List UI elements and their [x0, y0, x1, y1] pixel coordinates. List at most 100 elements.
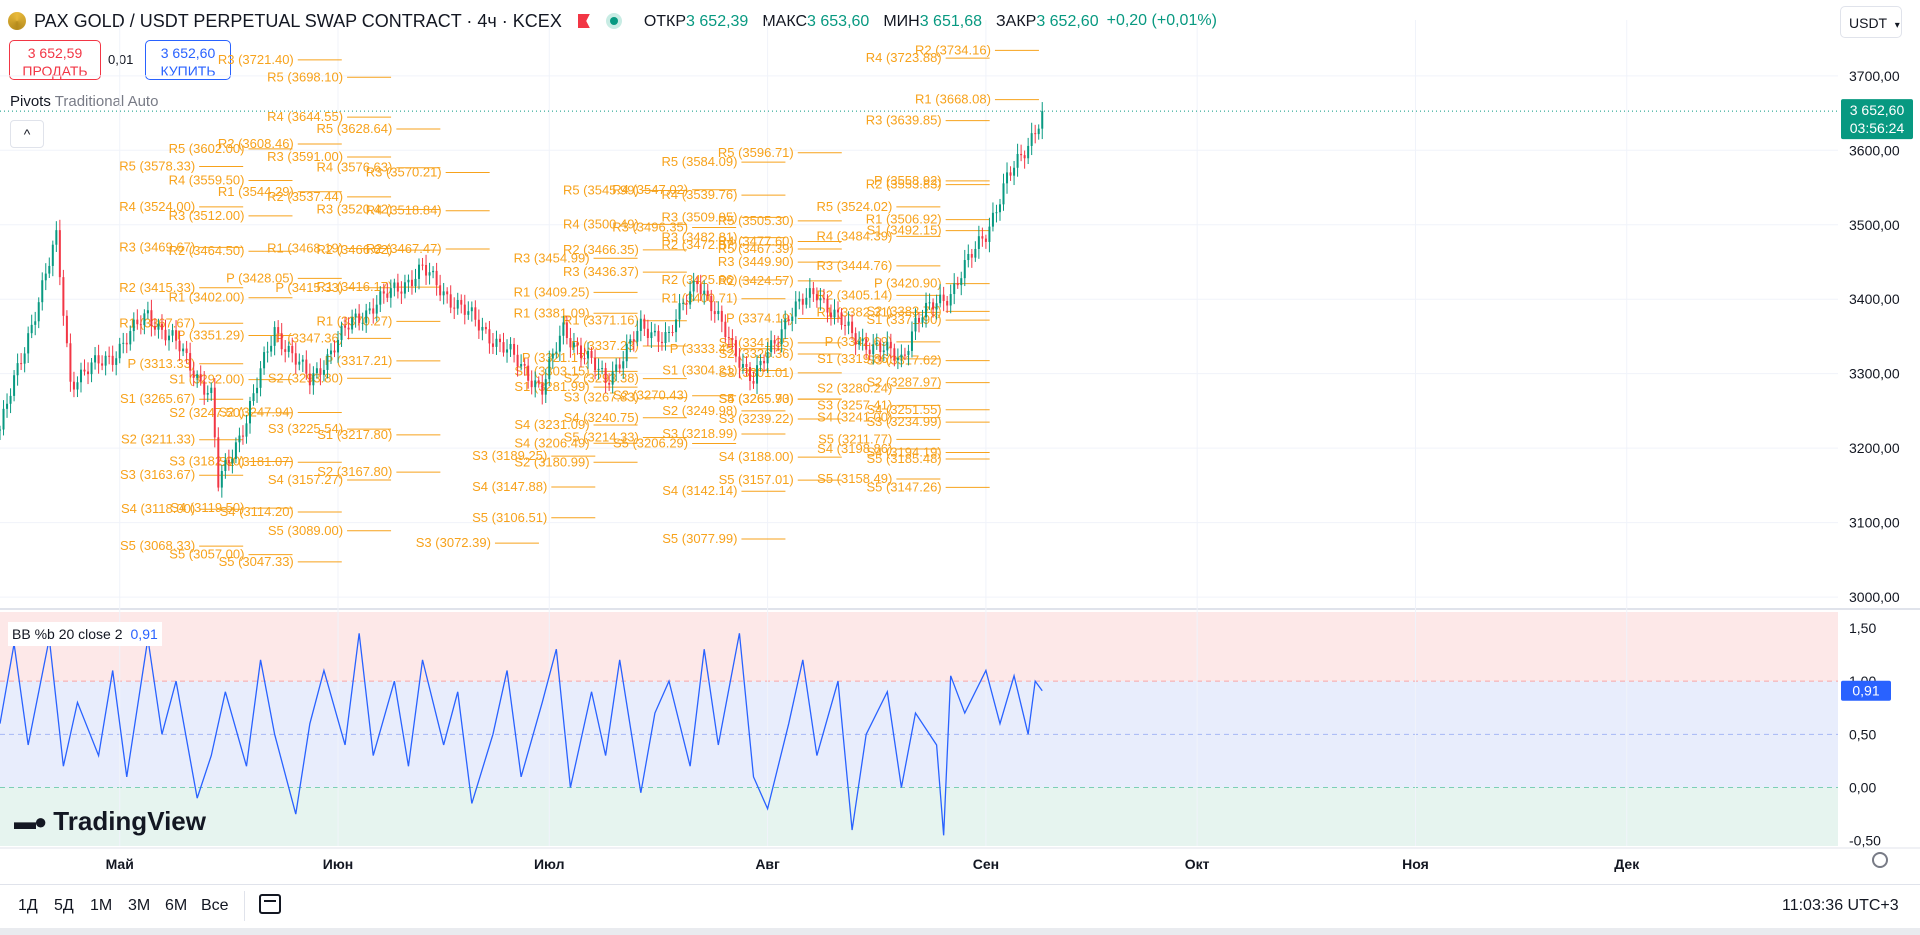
range-1m-button[interactable]: 1М — [90, 897, 113, 914]
candle-body — [541, 383, 544, 395]
pivot-label: S3 (3267.83) — [564, 390, 639, 405]
candle-body — [83, 369, 86, 372]
candle-body — [421, 264, 424, 266]
candle-body — [65, 315, 68, 344]
range-all-button[interactable]: Все — [201, 897, 229, 914]
candle-body — [470, 307, 473, 312]
price-change: +0,20 (+0,01%) — [1106, 12, 1217, 29]
x-tick-label: Окт — [1185, 856, 1210, 872]
pivot-label: P (3313.33) — [127, 356, 195, 371]
candle-body — [565, 322, 568, 339]
candle-body — [340, 325, 343, 340]
candle-body — [326, 354, 329, 370]
flag-icon[interactable] — [577, 14, 590, 28]
candle-body — [41, 280, 44, 303]
candle-body — [611, 371, 614, 385]
candle-body — [770, 340, 773, 353]
candle-body — [491, 343, 494, 347]
candle-body — [467, 311, 470, 315]
range-1d-button[interactable]: 1Д — [18, 897, 38, 914]
candle-body — [418, 264, 421, 279]
bb-indicator-label[interactable]: BB %b 20 close 2 0,91 — [8, 622, 162, 646]
candle-body — [822, 298, 825, 300]
candle-body — [164, 329, 167, 341]
candle-body — [555, 351, 558, 354]
pivot-label: S4 (3147.88) — [472, 479, 547, 494]
candle-body — [734, 340, 737, 357]
pivot-label: R1 (3400.71) — [662, 291, 738, 306]
candle-body — [428, 272, 431, 276]
pivot-label: R3 (3512.00) — [169, 208, 245, 223]
chevron-down-icon: ▾ — [1894, 20, 1900, 31]
candle-body — [918, 317, 920, 323]
candle-body — [865, 338, 868, 350]
candle-body — [502, 342, 505, 353]
bb-upper-band — [0, 612, 1838, 682]
candle-body — [1002, 183, 1005, 205]
candle-body — [34, 321, 37, 325]
pivots-indicator-label[interactable]: Pivots Traditional Auto — [10, 93, 158, 110]
candle-body — [495, 338, 498, 347]
candle-body — [375, 304, 378, 314]
pivot-label: R3 (3496.35) — [612, 219, 688, 234]
pivot-label: P (3321.17) — [522, 350, 590, 365]
candle-body — [562, 322, 565, 336]
gear-icon[interactable] — [1872, 852, 1888, 868]
pivot-label: S4 (3198.86) — [817, 441, 892, 456]
brand-text: TradingView — [53, 806, 206, 836]
candle-body — [977, 236, 980, 249]
candle-body — [143, 313, 146, 326]
candle-body — [1034, 133, 1037, 135]
candle-body — [998, 204, 1001, 213]
candle-body — [344, 325, 347, 328]
horizontal-scrollbar[interactable] — [0, 928, 1920, 935]
axes[interactable]: 3700,00 3600,00 3500,00 3400,00 3300,00 3200,… — [106, 68, 1900, 872]
bb-lower-band — [0, 787, 1838, 846]
calendar-icon[interactable] — [259, 894, 281, 914]
candle-body — [653, 330, 656, 333]
sell-button[interactable]: 3 652,59 ПРОДАТЬ — [9, 40, 101, 80]
candle-body — [696, 280, 699, 285]
buy-button[interactable]: 3 652,60 КУПИТЬ — [145, 40, 231, 80]
indicator-params: Traditional Auto — [54, 93, 159, 110]
range-5d-button[interactable]: 5Д — [54, 897, 74, 914]
pivot-label: S2 (3249.98) — [662, 403, 737, 418]
collapse-legend-button[interactable]: ^ — [10, 120, 44, 148]
candle-body — [157, 323, 160, 330]
candle-body — [178, 340, 181, 352]
price-badges: 3 652,60 03:56:24 0,91 — [1841, 99, 1913, 701]
candle-body — [319, 368, 322, 375]
candle-body — [763, 360, 766, 364]
candle-body — [477, 319, 480, 331]
y-tick-label: 3200,00 — [1849, 440, 1900, 456]
candle-body — [703, 290, 706, 295]
pivot-levels: R3 (3843.31)R2 (3734.16)R1 (3668.08)R5 (… — [119, 42, 1039, 569]
candle-body — [882, 350, 885, 353]
pivot-label: S5 (3047.33) — [219, 554, 294, 569]
candle-body — [650, 332, 653, 339]
candle-body — [312, 373, 315, 386]
pivot-label: S2 (3293.38) — [564, 371, 639, 386]
range-6m-button[interactable]: 6М — [165, 897, 188, 914]
candle-body — [241, 435, 244, 437]
symbol-title[interactable]: PAX GOLD / USDT PERPETUAL SWAP CONTRACT … — [34, 10, 562, 31]
chart-canvas[interactable]: R3 (3843.31)R2 (3734.16)R1 (3668.08)R5 (… — [0, 0, 1920, 884]
candle-body — [111, 355, 114, 365]
range-3m-button[interactable]: 3М — [128, 897, 151, 914]
candle-body — [44, 273, 47, 281]
market-status-icon[interactable] — [605, 13, 622, 29]
clock-label[interactable]: 11:03:36 UTC+3 — [1782, 897, 1899, 914]
pivot-label: R1 (3416.17) — [316, 279, 392, 294]
bb-y-tick-label: 0,00 — [1849, 780, 1876, 796]
tradingview-logo[interactable]: ▬● TradingView — [14, 806, 206, 837]
candle-body — [752, 380, 755, 384]
pivot-label: S4 (3240.75) — [564, 410, 639, 425]
currency-select[interactable]: USDT ▾ — [1840, 6, 1902, 38]
candle-body — [301, 359, 304, 362]
candle-body — [713, 311, 716, 315]
pivot-label: R4 (3559.50) — [169, 172, 245, 187]
candle-body — [727, 337, 730, 339]
candle-body — [94, 355, 97, 363]
candle-body — [396, 282, 399, 292]
pivot-label: R3 (3436.37) — [563, 264, 639, 279]
